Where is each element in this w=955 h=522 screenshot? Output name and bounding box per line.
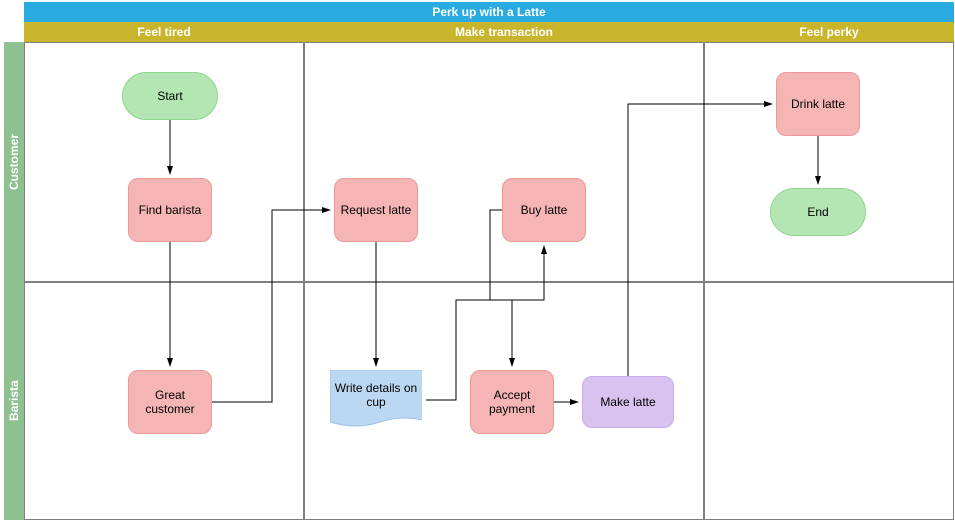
diagram-title: Perk up with a Latte [24,2,954,22]
node-start: Start [122,72,218,120]
node-make-latte: Make latte [582,376,674,428]
lane-header-0: Customer [4,42,24,282]
node-find-barista: Find barista [128,178,212,242]
phase-header-0: Feel tired [24,22,304,42]
node-end: End [770,188,866,236]
node-write-cup-label: Write details on cup [326,370,426,420]
grid-cell [304,42,704,282]
grid-cell [704,282,954,520]
phase-header-2: Feel perky [704,22,954,42]
node-buy-latte: Buy latte [502,178,586,242]
node-write-cup: Write details on cup [326,370,426,430]
node-request-latte: Request latte [334,178,418,242]
node-great-customer: Great customer [128,370,212,434]
node-drink-latte: Drink latte [776,72,860,136]
node-accept-payment: Accept payment [470,370,554,434]
phase-header-1: Make transaction [304,22,704,42]
lane-header-1: Barista [4,282,24,520]
